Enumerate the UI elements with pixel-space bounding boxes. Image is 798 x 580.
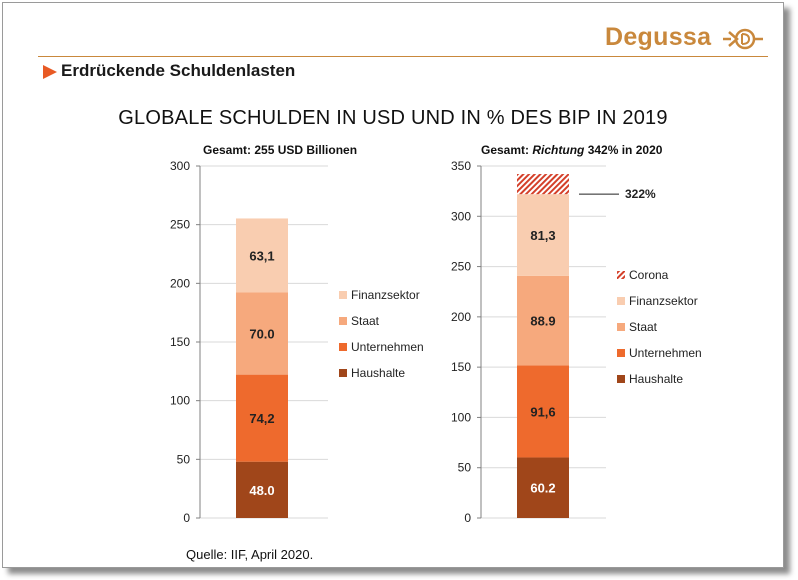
chart2-y-tick-label: 350 bbox=[451, 159, 471, 173]
chart2-legend-label-unternehmen: Unternehmen bbox=[629, 346, 702, 360]
chart1-y-tick-label: 250 bbox=[170, 218, 190, 232]
chart1-bar-unternehmen bbox=[236, 374, 288, 462]
chart1-y-tick-label: 100 bbox=[170, 394, 190, 408]
chart2-legend-swatch-unternehmen bbox=[617, 349, 625, 357]
chart2-legend-label-corona: Corona bbox=[629, 268, 669, 282]
chart2-bar-label-unternehmen: 91,6 bbox=[530, 404, 555, 419]
chart2-bar-label-haushalte: 60.2 bbox=[530, 481, 555, 496]
degussa-logo-text: Degussa bbox=[605, 23, 712, 51]
slide: Degussa Erdrückende Schuldenlasten GLOBA… bbox=[2, 2, 784, 568]
chart2-bar-unternehmen bbox=[517, 365, 569, 458]
chart1-legend-label-haushalte: Haushalte bbox=[351, 366, 405, 380]
chart2-bar-haushalte bbox=[517, 457, 569, 518]
chart2-bar-finanzsektor bbox=[517, 194, 569, 276]
charts-canvas: 0 50 100 150 200 250 300 48.0 74,2 70.0 63,1 Finanz… bbox=[170, 159, 702, 525]
chart2-y-tick-label: 0 bbox=[464, 511, 471, 525]
chart1-bar-label-unternehmen: 74,2 bbox=[249, 411, 274, 426]
chart1-y-tick-label: 0 bbox=[183, 511, 190, 525]
degussa-logo-icon bbox=[723, 28, 763, 50]
chart2-y-tick-label: 50 bbox=[458, 461, 472, 475]
chart1-y-tick-label: 150 bbox=[170, 335, 190, 349]
chart1-legend-swatch-finanzsektor bbox=[339, 291, 347, 299]
chart2-y-tick-label: 300 bbox=[451, 209, 471, 223]
chart2-bar-label-staat: 88.9 bbox=[530, 314, 555, 329]
chart2-legend-swatch-staat bbox=[617, 323, 625, 331]
chart-main-title: GLOBALE SCHULDEN IN USD UND IN % DES BIP… bbox=[118, 107, 668, 129]
chart2-bar-corona bbox=[517, 174, 569, 195]
chart2-y-tick-label: 250 bbox=[451, 260, 471, 274]
chart2-legend-label-haushalte: Haushalte bbox=[629, 372, 683, 386]
section-title: Erdrückende Schuldenlasten bbox=[61, 61, 296, 80]
chart2-legend-swatch-finanzsektor bbox=[617, 297, 625, 305]
chart1-legend-swatch-unternehmen bbox=[339, 343, 347, 351]
chart1-legend-swatch-haushalte bbox=[339, 369, 347, 377]
chart1-y-tick-label: 300 bbox=[170, 159, 190, 173]
chart1-y-tick-label: 200 bbox=[170, 276, 190, 290]
chart2-legend-label-staat: Staat bbox=[629, 320, 658, 334]
chart1-legend-label-unternehmen: Unternehmen bbox=[351, 340, 424, 354]
section-arrow-icon bbox=[43, 65, 57, 79]
chart1-legend-label-finanzsektor: Finanzsektor bbox=[351, 288, 420, 302]
chart2-bar-label-finanzsektor: 81,3 bbox=[530, 228, 555, 243]
chart2-subtitle: Gesamt: Richtung 342% in 2020 bbox=[481, 143, 663, 157]
chart2-bar-staat bbox=[517, 275, 569, 366]
chart1-legend-swatch-staat bbox=[339, 317, 347, 325]
chart1-bar-finanzsektor bbox=[236, 218, 288, 293]
chart1-bar-label-finanzsektor: 63,1 bbox=[249, 248, 274, 263]
chart1-bar-label-haushalte: 48.0 bbox=[249, 483, 274, 498]
header-rule bbox=[38, 56, 768, 57]
chart2-y-tick-label: 150 bbox=[451, 360, 471, 374]
chart2-y-tick-label: 200 bbox=[451, 310, 471, 324]
chart2-legend-swatch-haushalte bbox=[617, 375, 625, 383]
chart1-bar-staat bbox=[236, 292, 288, 375]
chart2-y-tick-label: 100 bbox=[451, 410, 471, 424]
chart1-y-tick-label: 50 bbox=[177, 452, 191, 466]
source-note: Quelle: IIF, April 2020. bbox=[186, 547, 314, 562]
chart1-legend-label-staat: Staat bbox=[351, 314, 380, 328]
chart1-bar-haushalte bbox=[236, 461, 288, 518]
chart2-legend-label-finanzsektor: Finanzsektor bbox=[629, 294, 698, 308]
chart1-bar-label-staat: 70.0 bbox=[249, 327, 274, 342]
chart1-subtitle: Gesamt: 255 USD Billionen bbox=[203, 143, 358, 157]
chart2-legend-swatch-corona bbox=[617, 271, 625, 279]
chart2-annotation-label: 322% bbox=[625, 187, 656, 201]
